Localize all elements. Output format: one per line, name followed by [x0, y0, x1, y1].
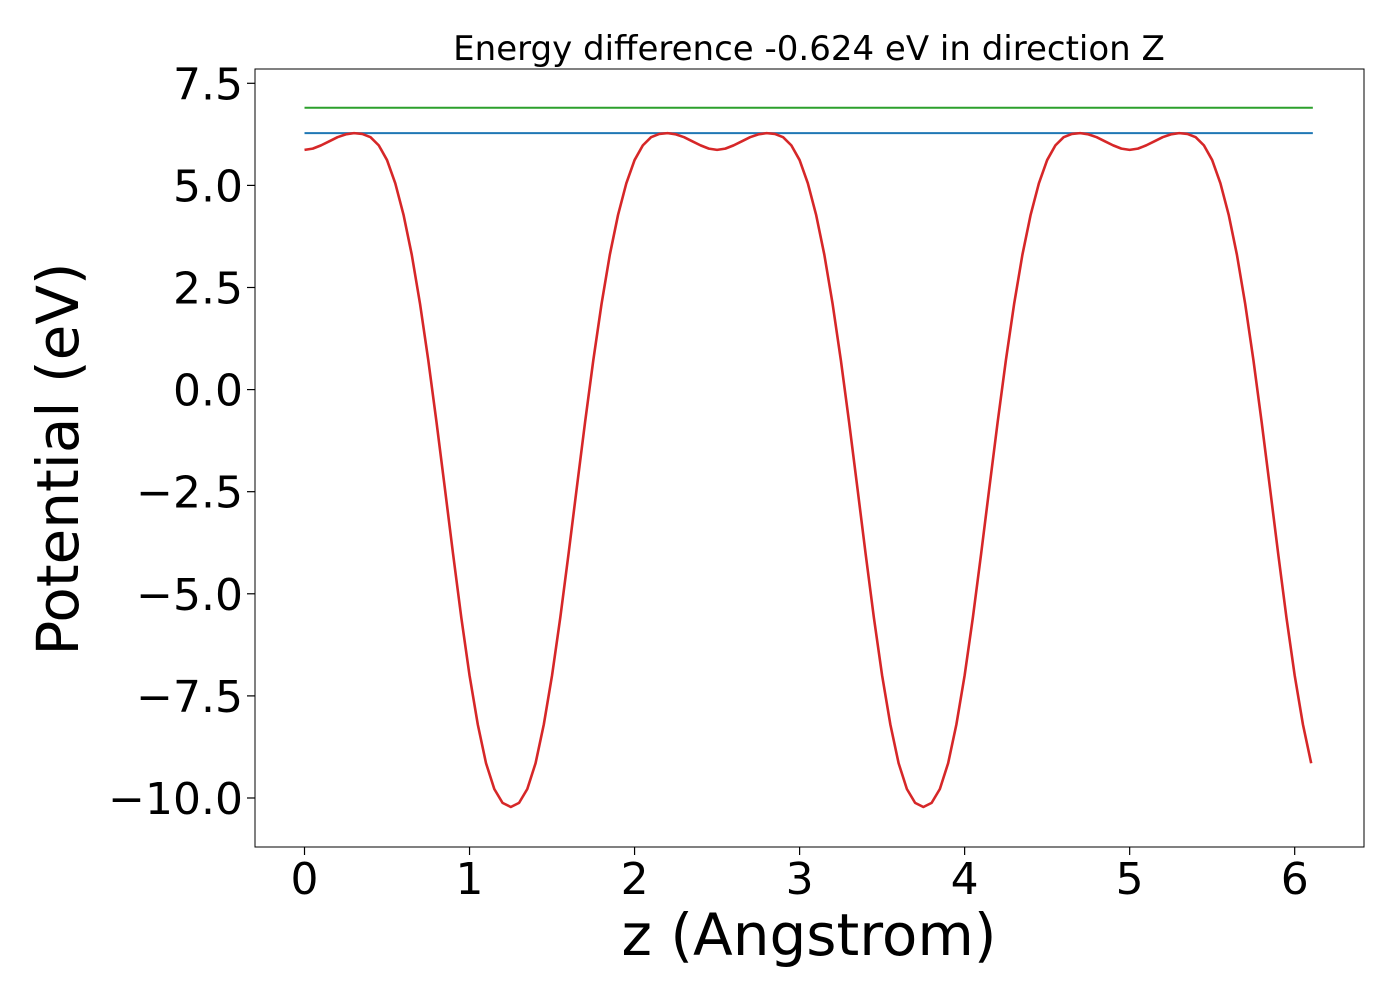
y-tick-label: 5.0 — [173, 161, 243, 212]
tick-layer: 0 1 2 3 4 5 6 7.5 5.0 2.5 0.0 −2.5 −5.0 −7.5 −10.0 — [108, 59, 1309, 905]
x-tick-label: 3 — [786, 854, 814, 905]
chart-title: Energy difference -0.624 eV in direction… — [453, 29, 1165, 69]
y-tick-label: −2.5 — [136, 468, 243, 519]
y-tick-label: 2.5 — [173, 263, 243, 314]
x-tick-label: 4 — [951, 854, 979, 905]
y-tick-label: 7.5 — [173, 59, 243, 110]
x-tick-label: 6 — [1281, 854, 1309, 905]
x-tick-label: 5 — [1116, 854, 1144, 905]
x-tick-label: 0 — [291, 854, 319, 905]
y-tick-label: −5.0 — [136, 570, 243, 621]
y-tick-label: −10.0 — [108, 774, 243, 825]
y-tick-label: −7.5 — [136, 672, 243, 723]
y-tick-label: 0.0 — [173, 366, 243, 417]
x-axis-title: z (Angstrom) — [622, 901, 997, 969]
x-tick-label: 2 — [621, 854, 649, 905]
series-layer — [304, 106, 1313, 809]
plot-frame — [254, 68, 1365, 848]
x-tick-label: 1 — [456, 854, 484, 905]
y-axis-title: Potential (eV) — [24, 262, 92, 655]
series-line-3 — [304, 131, 1313, 809]
